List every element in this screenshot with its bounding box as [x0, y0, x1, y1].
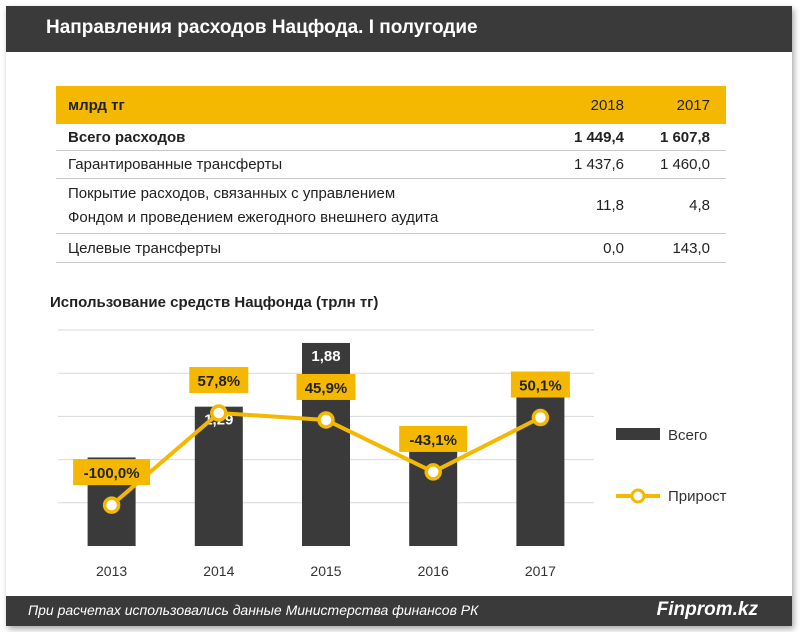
year-header-2018: 2018: [554, 86, 640, 124]
growth-label-2014: 57,8%: [189, 367, 249, 394]
x-tick-label: 2013: [96, 563, 127, 579]
growth-label-text: 57,8%: [198, 373, 241, 390]
growth-point-2015: [317, 411, 335, 429]
cell-2017: 4,8: [640, 178, 726, 234]
unit-header: млрд тг: [56, 86, 554, 124]
row-label: Гарантированные трансферты: [56, 150, 554, 179]
bar-value-label: 1,88: [311, 348, 340, 365]
growth-label-box: [189, 367, 249, 394]
legend-bar-label: Всего: [668, 427, 707, 444]
growth-label-text: 50,1%: [519, 378, 562, 395]
growth-label-text: -100,0%: [84, 465, 140, 482]
x-tick-label: 2014: [203, 563, 234, 579]
growth-label-text: 45,9%: [305, 380, 348, 397]
expenses-table: млрд тг 2018 2017 Всего расходов 1 449,4…: [56, 86, 726, 263]
cell-2017: 1 607,8: [640, 124, 726, 151]
growth-label-2013: -100,0%: [73, 459, 151, 486]
cell-2018: 1 449,4: [554, 124, 640, 151]
row-label: Всего расходов: [56, 124, 554, 151]
legend-bar-swatch: [616, 428, 660, 440]
bar-2014: [194, 406, 243, 546]
row-label: Целевые трансферты: [56, 233, 554, 263]
growth-label-box: [73, 459, 151, 486]
title-bar: Направления расходов Нацфода. I полугоди…: [6, 6, 792, 52]
table-row: Покрытие расходов, связанных с управлени…: [56, 178, 726, 234]
table-row: Целевые трансферты 0,0 143,0: [56, 233, 726, 263]
growth-label-text: -43,1%: [409, 432, 457, 449]
cell-2018: 11,8: [554, 178, 640, 234]
fund-usage-chart: 0,821,291,881,071,6120132014201520162017…: [58, 329, 727, 579]
footer-bar: При расчетах использовались данные Минис…: [6, 596, 792, 626]
cell-2017: 143,0: [640, 233, 726, 263]
cell-2018: 0,0: [554, 233, 640, 263]
table-header-row: млрд тг 2018 2017: [56, 86, 726, 124]
growth-label-box: [399, 425, 468, 452]
brand-logo-text: Finprom.kz: [656, 599, 758, 620]
legend-line-label: Прирост: [668, 488, 727, 505]
growth-point-2016: [424, 463, 442, 481]
growth-label-2016: -43,1%: [399, 425, 468, 452]
row-label: Покрытие расходов, связанных с управлени…: [56, 178, 554, 234]
growth-label-box: [510, 371, 570, 398]
growth-point-2017: [531, 408, 550, 427]
row-label-line1: Покрытие расходов, связанных с управлени…: [68, 185, 396, 202]
row-label-line2: Фондом и проведением ежегодного внешнего…: [68, 209, 439, 226]
source-note: При расчетах использовались данные Минис…: [28, 602, 479, 618]
cell-2018: 1 437,6: [554, 150, 640, 179]
x-tick-label: 2017: [525, 563, 556, 579]
legend-line-marker: [630, 488, 646, 504]
year-header-2017: 2017: [640, 86, 726, 124]
chart-title: Использование средств Нацфонда (трлн тг): [50, 294, 379, 311]
x-tick-label: 2015: [310, 563, 341, 579]
infographic-frame: Направления расходов Нацфода. I полугоди…: [6, 6, 792, 626]
growth-point-2014: [210, 404, 228, 422]
growth-label-box: [296, 373, 356, 400]
x-tick-label: 2016: [418, 563, 449, 579]
growth-label-2017: 50,1%: [510, 371, 570, 398]
table-row: Гарантированные трансферты 1 437,6 1 460…: [56, 150, 726, 179]
bar-2017: [516, 372, 565, 546]
table-row: Всего расходов 1 449,4 1 607,8: [56, 124, 726, 151]
page-title: Направления расходов Нацфода. I полугоди…: [46, 17, 478, 38]
growth-point-2013: [102, 496, 121, 514]
bar-2015: [302, 342, 350, 546]
cell-2017: 1 460,0: [640, 150, 726, 179]
growth-label-2015: 45,9%: [296, 373, 356, 400]
